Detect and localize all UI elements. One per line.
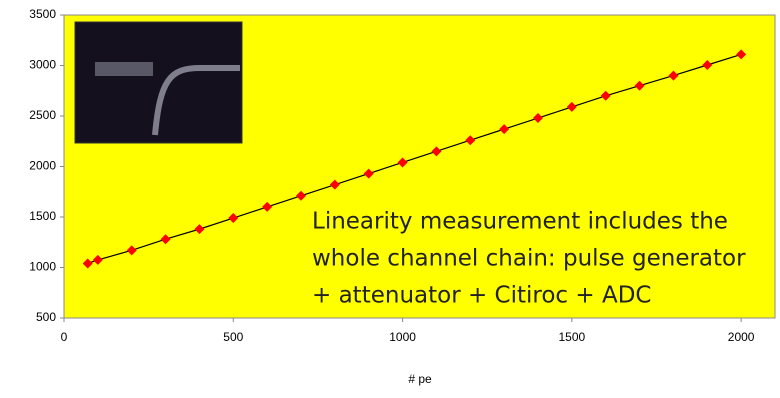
data-point <box>92 254 103 265</box>
data-point <box>194 224 205 235</box>
y-tick-label: 500 <box>36 310 56 324</box>
data-point <box>126 245 137 256</box>
y-tick-label: 2000 <box>29 159 56 173</box>
data-point <box>363 168 374 179</box>
data-point <box>465 135 476 146</box>
x-axis-label: # pe <box>408 372 432 386</box>
data-point <box>600 90 611 101</box>
x-tick-label: 2000 <box>728 330 755 344</box>
annotation: whole channel chain: pulse generator <box>312 246 746 272</box>
x-tick-label: 1000 <box>389 330 416 344</box>
data-point <box>566 101 577 112</box>
y-tick-label: 1500 <box>29 209 56 223</box>
data-point <box>397 157 408 168</box>
y-tick-label: 3000 <box>29 58 56 72</box>
x-tick-label: 500 <box>223 330 243 344</box>
data-point <box>228 213 239 224</box>
y-tick-label: 2500 <box>29 108 56 122</box>
x-tick-label: 0 <box>61 330 68 344</box>
data-point <box>533 113 543 124</box>
inset-image <box>74 21 243 144</box>
data-point <box>296 190 306 201</box>
y-tick-label: 1000 <box>29 260 56 274</box>
annotation: + attenuator + Citiroc + ADC <box>312 283 651 309</box>
data-point <box>160 234 171 245</box>
data-point <box>499 124 510 135</box>
data-point <box>329 179 340 190</box>
data-point <box>82 258 93 269</box>
x-tick-label: 1500 <box>559 330 586 344</box>
data-point <box>431 146 442 157</box>
y-tick-label: 3500 <box>29 7 56 21</box>
data-point <box>668 70 679 81</box>
data-point <box>634 80 645 91</box>
data-point <box>262 201 273 212</box>
data-point <box>702 59 713 70</box>
annotation: Linearity measurement includes the <box>312 209 728 235</box>
data-point <box>736 49 747 60</box>
